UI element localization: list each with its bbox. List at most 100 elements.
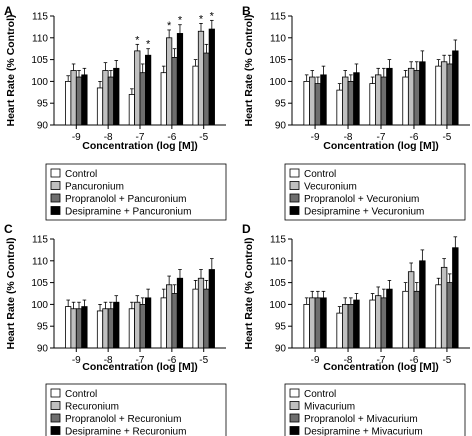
bar (197, 30, 205, 126)
y-axis-label: Heart Rate (% Control) (5, 237, 17, 349)
bar (336, 312, 343, 349)
y-tick-label: 105 (269, 278, 286, 289)
bar (203, 52, 210, 126)
legend-swatch (289, 388, 300, 398)
panel-c: C 90 95 100 105 110 115 Heart Rate (% Control) -… (4, 222, 227, 436)
x-tick-label: -6 (167, 132, 176, 143)
x-tick-label: -5 (199, 355, 208, 366)
significance-star: * (167, 20, 172, 32)
panel-b: B 90 95 100 105 110 115 Heart Rate (% Control) -… (242, 4, 470, 221)
x-tick-label: -9 (72, 132, 81, 143)
y-axis-label: Heart Rate (% Control) (243, 237, 255, 349)
bar (435, 284, 442, 349)
bar (75, 76, 83, 126)
bar (336, 89, 343, 126)
bar (176, 33, 184, 126)
legend-label: Control (65, 389, 97, 400)
bar (176, 277, 184, 349)
bar (166, 284, 173, 349)
bar (342, 303, 349, 349)
bar (81, 74, 88, 126)
bar (413, 70, 420, 126)
significance-star: * (178, 15, 183, 27)
x-tick-label: -6 (410, 355, 419, 366)
legend-box (284, 383, 466, 436)
legend-swatch (50, 388, 61, 398)
y-tick-label: 105 (31, 55, 48, 66)
y-axis-label: Heart Rate (% Control) (5, 14, 17, 126)
bar (353, 299, 360, 349)
legend-swatch (50, 206, 61, 215)
legend-label: Desipramine + Recuronium (65, 427, 186, 436)
legend-swatch (50, 168, 61, 178)
y-tick-label: 90 (275, 121, 287, 132)
bar (342, 76, 349, 126)
x-tick-label: -9 (72, 355, 81, 366)
legend-box (284, 163, 466, 221)
legend-label: Pancuronium (65, 182, 124, 193)
bar (303, 303, 310, 349)
legend-swatch (289, 168, 300, 178)
x-axis-label: Concentration (log [M]) (82, 140, 197, 152)
bar (166, 37, 173, 126)
y-tick-label: 100 (269, 300, 286, 311)
bar (353, 72, 360, 126)
legend-label: Desipramine + Mivacurium (304, 427, 423, 436)
legend-box (45, 383, 227, 436)
bar (192, 288, 199, 349)
y-axis-label: Heart Rate (% Control) (243, 14, 255, 126)
bar (107, 76, 114, 126)
bar (374, 74, 382, 126)
bar (96, 310, 104, 349)
x-tick-label: -8 (344, 132, 353, 143)
bar (320, 297, 327, 349)
x-tick-label: -7 (377, 132, 386, 143)
legend-label: Control (304, 389, 336, 400)
bar (314, 83, 322, 126)
legend-swatch (289, 413, 300, 423)
y-tick-label: 115 (32, 235, 48, 246)
bar (65, 81, 72, 126)
legend-box (45, 163, 227, 221)
significance-star: * (199, 13, 204, 25)
bar (446, 63, 453, 126)
x-tick-label: -8 (104, 132, 113, 143)
x-tick-label: -7 (377, 355, 386, 366)
legend-swatch (50, 401, 61, 410)
bar (303, 81, 310, 126)
y-tick-label: 95 (37, 322, 49, 333)
y-tick-label: 90 (37, 344, 49, 355)
significance-star: * (210, 10, 215, 22)
x-axis-label: Concentration (log [M]) (323, 140, 438, 152)
significance-star: * (146, 39, 151, 51)
bar (407, 271, 415, 349)
bar (419, 61, 426, 126)
legend-swatch (50, 413, 61, 423)
bar (347, 81, 355, 126)
bar (139, 303, 146, 349)
bar (314, 297, 322, 349)
bar (374, 295, 382, 349)
bar (113, 301, 120, 349)
y-tick-label: 115 (32, 12, 48, 23)
legend-label: Vecuronium (304, 182, 357, 193)
bar (320, 74, 327, 126)
panel-d: D 90 95 100 105 110 115 Heart Rate (% Control) -… (242, 222, 470, 436)
x-tick-label: -7 (136, 132, 145, 143)
x-tick-label: -9 (311, 132, 320, 143)
legend-label: Propranolol + Recuronium (65, 414, 181, 425)
y-tick-label: 90 (275, 344, 287, 355)
y-tick-label: 95 (37, 99, 49, 110)
legend-swatch (289, 401, 300, 410)
x-axis-label: Concentration (log [M]) (323, 361, 438, 373)
bar (452, 247, 459, 349)
bar (407, 67, 415, 126)
x-tick-label: -8 (104, 355, 113, 366)
bar (309, 297, 316, 349)
legend-swatch (289, 181, 300, 190)
bar (102, 308, 109, 349)
legend-swatch (289, 206, 300, 215)
